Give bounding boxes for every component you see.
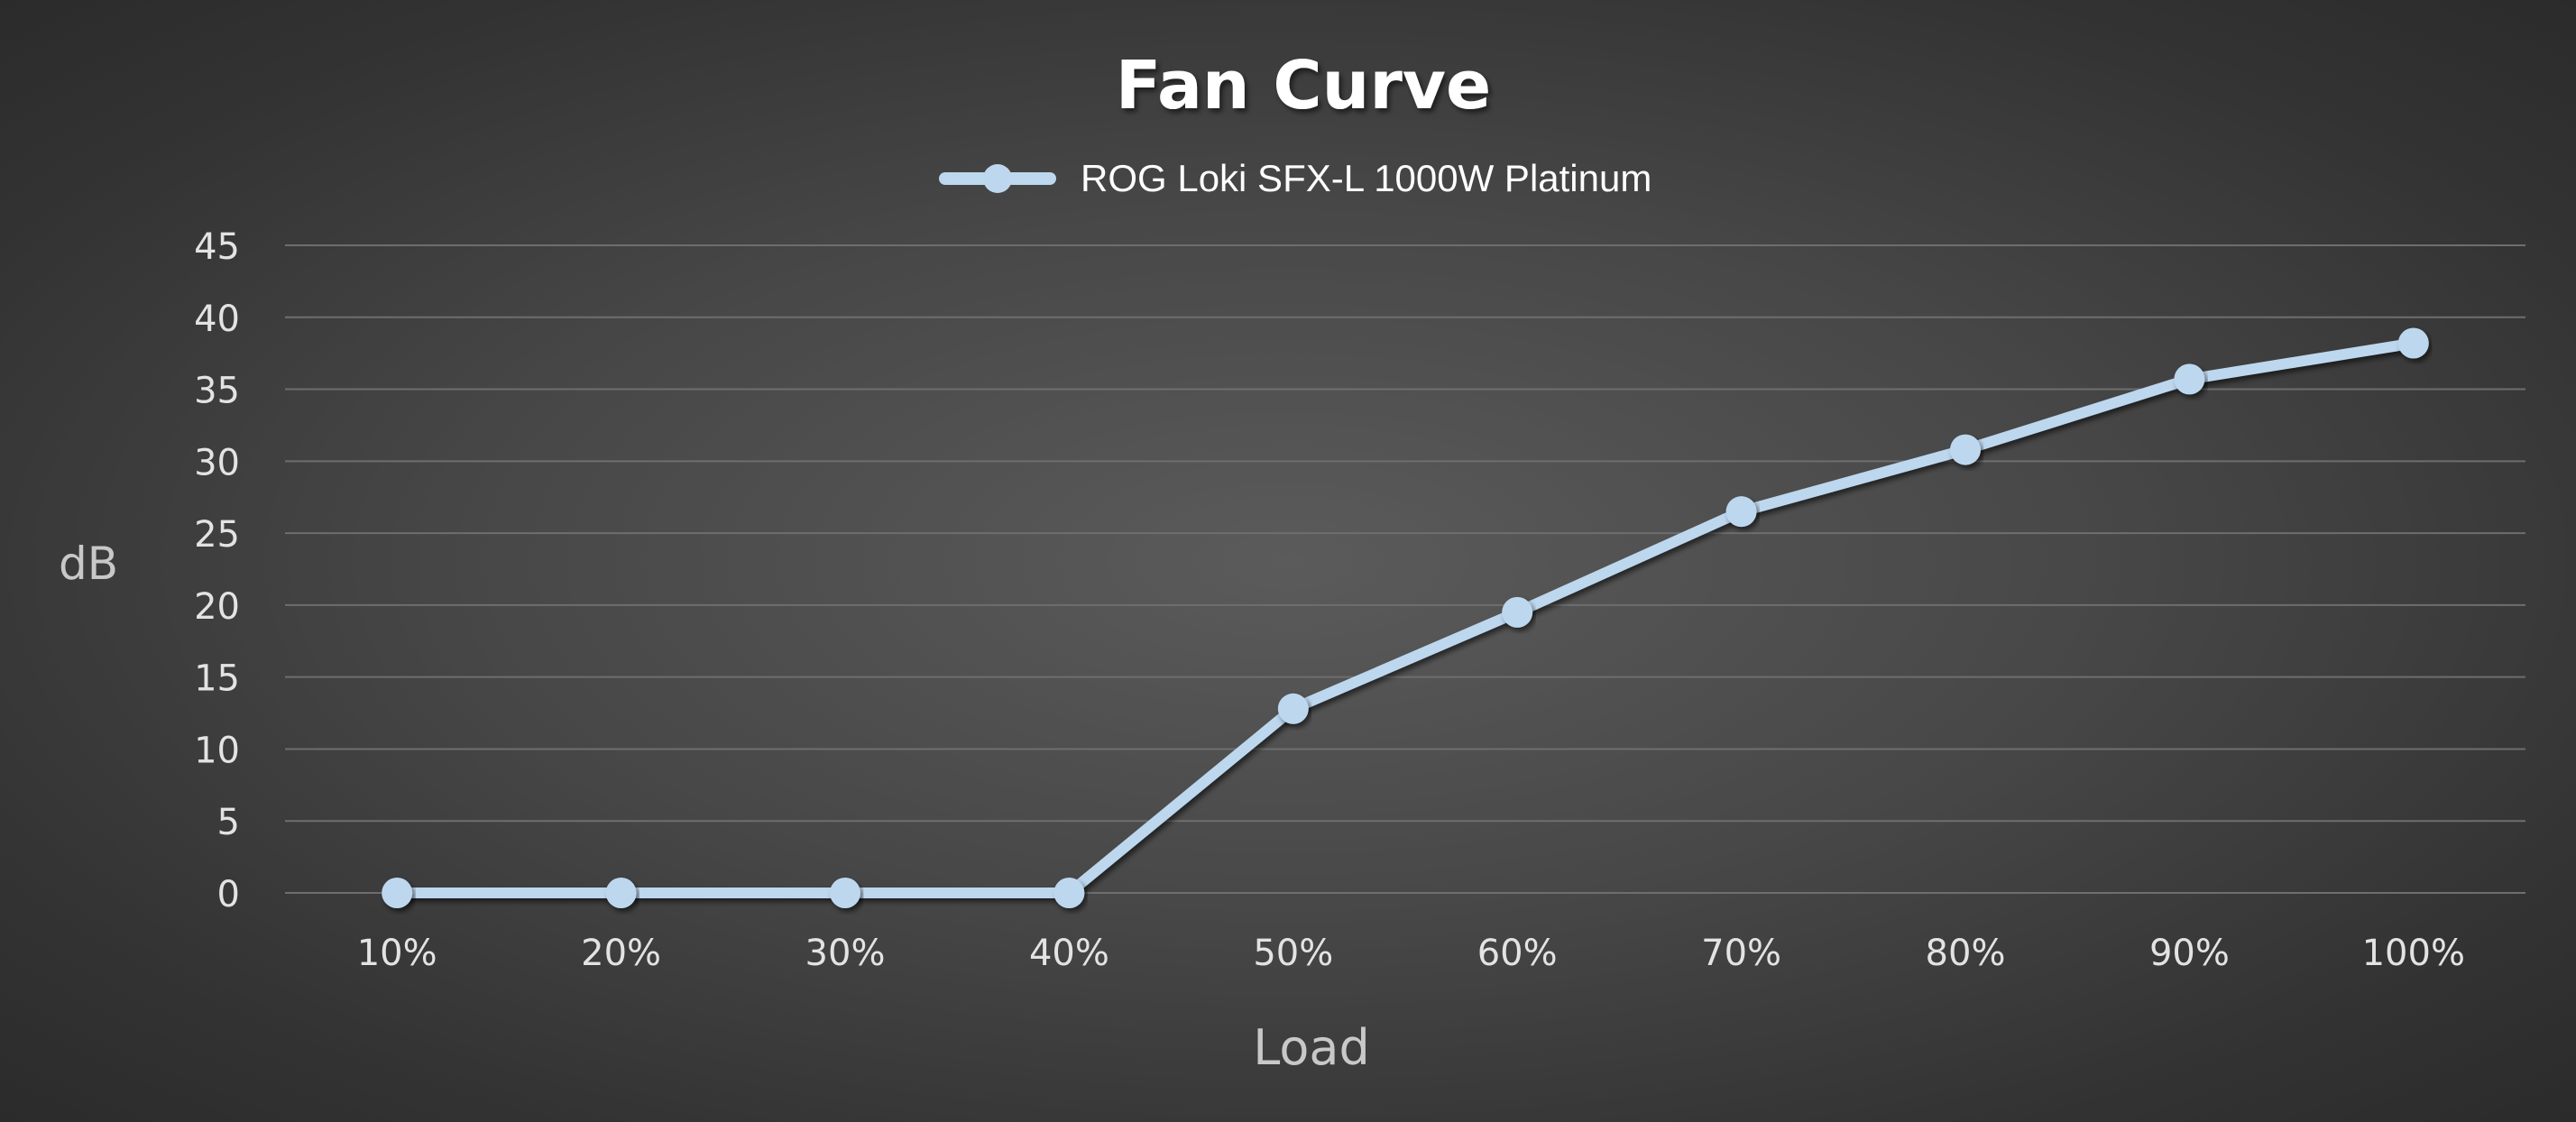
x-axis-label: Load: [1253, 1019, 1370, 1076]
x-tick-label: 100%: [2362, 933, 2465, 974]
x-tick-label: 40%: [1029, 933, 1109, 974]
y-tick-label: 45: [194, 226, 240, 268]
data-point: [605, 878, 637, 908]
x-tick-label: 70%: [1701, 933, 1781, 974]
y-tick-label: 15: [194, 658, 240, 700]
legend: ROG Loki SFX-L 1000W Platinum: [939, 157, 1651, 199]
x-tick-label: 20%: [581, 933, 661, 974]
y-tick-label: 35: [194, 371, 240, 412]
x-tick-label: 80%: [1926, 933, 2006, 974]
x-axis-ticks: 10% 20% 30% 40% 50% 60% 70% 80% 90% 100%: [357, 933, 2465, 974]
x-tick-label: 50%: [1253, 933, 1333, 974]
gridlines: [285, 244, 2525, 894]
y-tick-label: 25: [194, 514, 240, 556]
y-tick-label: 20: [194, 586, 240, 628]
y-tick-label: 0: [217, 874, 240, 915]
data-point: [1053, 878, 1085, 908]
series-line: [391, 337, 2419, 898]
chart-title: Fan Curve: [1116, 47, 1492, 124]
data-point: [382, 878, 413, 908]
y-tick-label: 40: [194, 299, 240, 340]
data-point: [1277, 693, 1309, 724]
data-point: [2174, 363, 2205, 395]
y-tick-label: 30: [194, 442, 240, 483]
y-axis-label: dB: [59, 538, 118, 590]
x-tick-label: 90%: [2149, 933, 2230, 974]
data-point: [2397, 327, 2429, 359]
legend-point-marker: [983, 164, 1012, 193]
x-tick-label: 30%: [805, 933, 886, 974]
data-point: [1725, 496, 1757, 528]
legend-series-label: ROG Loki SFX-L 1000W Platinum: [1081, 157, 1651, 199]
data-point: [1502, 596, 1533, 628]
data-point: [1950, 434, 1981, 465]
x-tick-label: 60%: [1477, 933, 1558, 974]
data-point: [830, 878, 860, 908]
y-tick-label: 10: [194, 730, 240, 771]
series-layer: [382, 327, 2429, 908]
x-tick-label: 10%: [357, 933, 437, 974]
y-tick-label: 5: [217, 802, 240, 843]
y-axis-ticks: 0 5 10 15 20 25 30 35 40 45: [194, 226, 240, 915]
